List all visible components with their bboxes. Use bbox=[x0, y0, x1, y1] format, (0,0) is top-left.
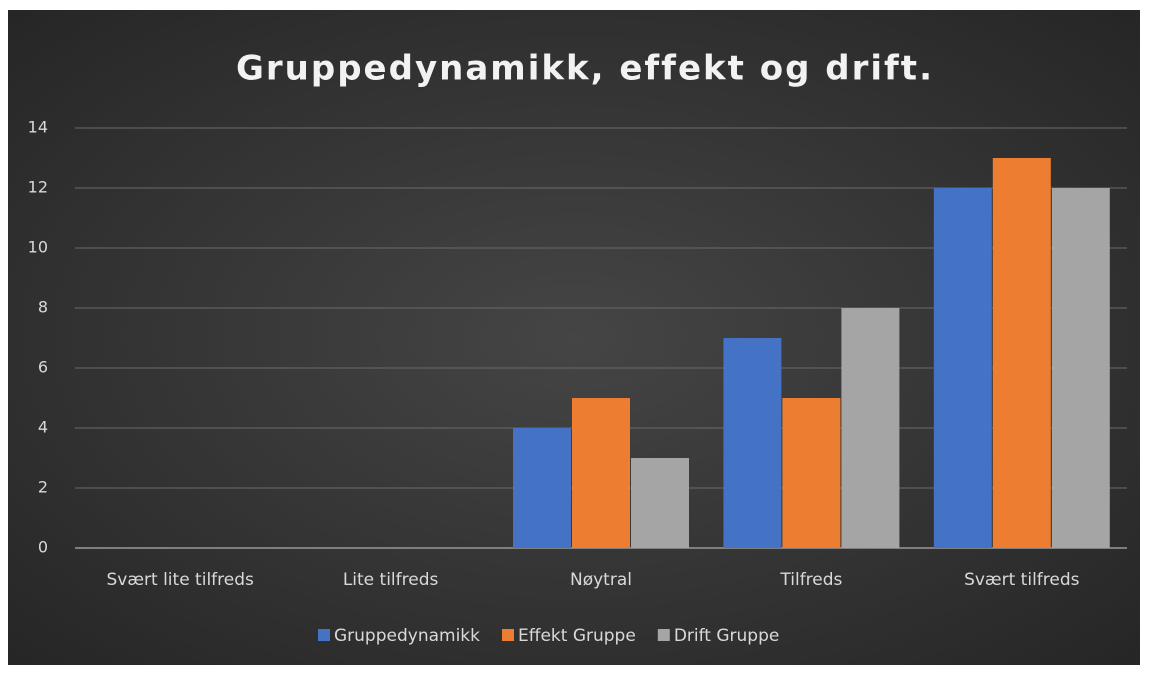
bar bbox=[631, 458, 689, 548]
bar bbox=[782, 398, 841, 548]
bar bbox=[841, 308, 900, 548]
bar bbox=[933, 188, 992, 548]
bar bbox=[1051, 188, 1110, 548]
x-tick-label: Tilfreds bbox=[779, 570, 842, 590]
legend-label: Gruppedynamikk bbox=[334, 626, 480, 646]
legend-swatch bbox=[657, 629, 670, 641]
bar bbox=[723, 338, 782, 548]
y-tick-label: 2 bbox=[38, 478, 48, 497]
x-tick-label: Nøytral bbox=[570, 570, 632, 590]
chart-title: Gruppedynamikk, effekt og drift. bbox=[236, 49, 934, 89]
bar bbox=[992, 158, 1051, 548]
x-tick-label: Svært lite tilfreds bbox=[106, 570, 254, 590]
legend-label: Effekt Gruppe bbox=[518, 626, 636, 646]
y-tick-label: 10 bbox=[28, 238, 48, 257]
bar bbox=[572, 398, 630, 548]
legend-swatch bbox=[502, 629, 514, 641]
y-tick-label: 8 bbox=[38, 298, 48, 317]
y-tick-label: 14 bbox=[28, 118, 48, 137]
y-tick-label: 4 bbox=[38, 418, 48, 437]
y-tick-label: 6 bbox=[38, 358, 48, 377]
bar bbox=[513, 428, 571, 548]
x-tick-label: Lite tilfreds bbox=[343, 570, 439, 590]
y-tick-label: 12 bbox=[28, 178, 48, 197]
legend-label: Drift Gruppe bbox=[674, 626, 780, 646]
y-tick-label: 0 bbox=[38, 538, 48, 557]
legend-swatch bbox=[318, 629, 330, 641]
x-tick-label: Svært tilfreds bbox=[964, 570, 1080, 590]
